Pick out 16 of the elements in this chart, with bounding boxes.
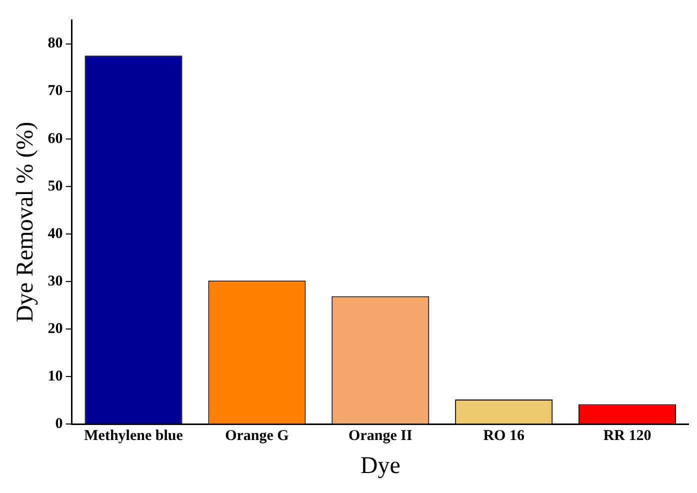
y-tick-label: 20 [48,320,63,337]
x-tick-label: Methylene blue [84,428,184,444]
y-tick-label: 60 [48,130,63,147]
y-tick-label: 30 [48,273,63,290]
y-tick-label: 70 [48,83,63,100]
x-tick-label: RR 120 [603,428,652,444]
x-tick-label: Orange G [225,428,290,444]
y-tick-label: 80 [48,36,63,52]
y-tick-label: 40 [48,226,63,242]
y-tick-label: 0 [55,416,63,432]
x-axis-title: Dye [360,452,400,479]
x-tick-label: Orange II [348,428,412,444]
x-tick-label: RO 16 [483,428,525,444]
y-axis-title: Dye Removal % (%) [12,122,39,322]
y-tick-label: 50 [48,178,63,194]
y-tick-label: 10 [48,368,63,385]
